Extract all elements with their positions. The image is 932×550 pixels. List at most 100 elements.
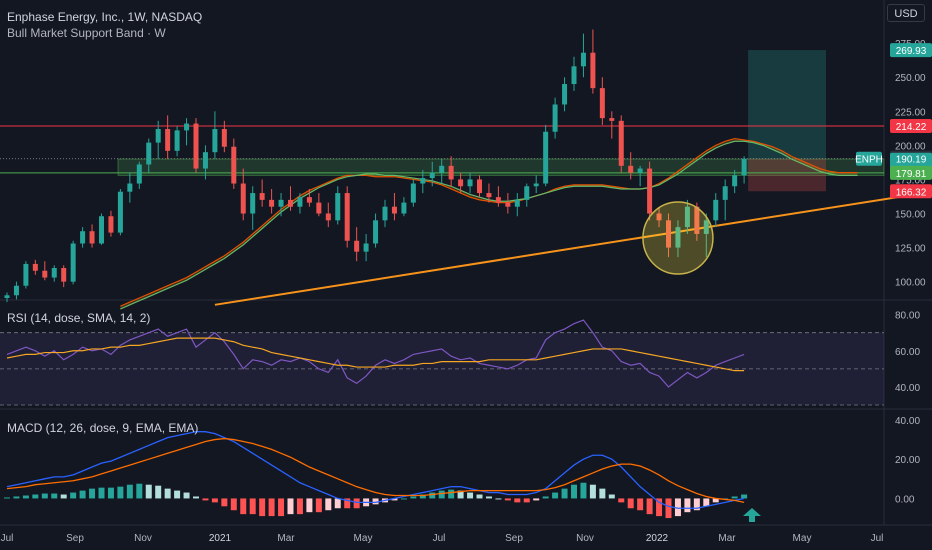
macd-histogram-bar — [259, 498, 266, 517]
candle-body — [61, 268, 67, 282]
candle-body — [23, 263, 29, 286]
macd-histogram-bar — [315, 498, 322, 513]
rsi-tick-label: 40.00 — [895, 383, 920, 394]
macd-histogram-bar — [268, 498, 275, 517]
candle-body — [486, 193, 492, 198]
candle-body — [495, 197, 501, 203]
macd-histogram-bar — [741, 494, 748, 499]
macd-histogram-bar — [608, 494, 615, 499]
macd-histogram-bar — [467, 492, 474, 499]
candle-body — [628, 165, 634, 173]
target-zone — [748, 50, 826, 159]
macd-histogram-bar — [79, 490, 86, 499]
candle-body — [117, 191, 123, 233]
candle-body — [354, 240, 360, 252]
time-tick-label: 2021 — [209, 533, 232, 544]
macd-histogram-bar — [495, 498, 502, 500]
time-tick-label: Mar — [277, 533, 295, 544]
candle-body — [609, 118, 615, 121]
price-tick-label: 250.00 — [895, 73, 926, 84]
macd-histogram-bar — [164, 488, 171, 499]
currency-button[interactable]: USD — [887, 4, 925, 22]
candle-body — [722, 186, 728, 200]
macd-histogram-bar — [656, 498, 663, 517]
candle-body — [552, 104, 558, 132]
candle-body — [193, 123, 199, 169]
rsi-label: RSI (14, dose, SMA, 14, 2) — [7, 311, 151, 325]
support-price-label-bg — [890, 165, 932, 180]
candle-body — [666, 220, 671, 248]
candle-body — [99, 216, 104, 244]
time-tick-label: 2022 — [646, 533, 669, 544]
ticker-tag-bg — [856, 151, 882, 166]
macd-histogram-bar — [51, 493, 58, 499]
macd-histogram-bar — [637, 498, 644, 511]
target-price-label: 269.93 — [896, 46, 927, 57]
macd-histogram-bar — [561, 488, 568, 499]
macd-signal-line — [6, 437, 745, 504]
candle-body — [70, 243, 76, 282]
candle-body — [410, 183, 416, 203]
candle-body — [703, 220, 709, 234]
macd-histogram-bar — [98, 487, 105, 499]
candle-body — [713, 199, 719, 221]
macd-histogram-bar — [60, 494, 67, 499]
macd-histogram-bar — [325, 498, 332, 511]
macd-histogram-bar — [230, 498, 237, 511]
time-tick-label: Nov — [576, 533, 594, 544]
candle-body — [335, 193, 341, 221]
price-tick-label: 125.00 — [895, 244, 926, 255]
time-tick-label: Mar — [718, 533, 736, 544]
macd-histogram-bar — [32, 494, 39, 499]
macd-histogram-bar — [618, 498, 625, 503]
macd-histogram-bar — [240, 498, 247, 515]
candle-body — [599, 88, 605, 119]
macd-line — [6, 431, 745, 509]
macd-histogram-bar — [438, 490, 445, 499]
stop-price-label-bg — [890, 184, 932, 199]
macd-histogram-bar — [504, 498, 511, 501]
macd-histogram-bar — [485, 496, 492, 499]
macd-histogram-bar — [693, 498, 700, 511]
candle-body — [694, 206, 700, 234]
candle-body — [637, 168, 643, 173]
macd-histogram-bar — [646, 498, 653, 515]
candle-body — [477, 179, 482, 194]
candle-body — [590, 52, 596, 89]
candle-body — [741, 158, 747, 176]
macd-histogram-bar — [665, 498, 672, 519]
candle-body — [127, 183, 133, 192]
candle-body — [505, 202, 511, 207]
candle-body — [297, 197, 303, 207]
candle-body — [202, 152, 208, 169]
macd-histogram-bar — [107, 487, 114, 499]
candle-body — [80, 231, 86, 244]
candle-body — [136, 164, 142, 184]
macd-histogram-bar — [278, 498, 285, 517]
time-tick-label: May — [354, 533, 373, 544]
macd-histogram-bar — [391, 498, 398, 501]
resistance-price-label: 214.22 — [896, 122, 927, 133]
macd-histogram-bar — [344, 498, 351, 509]
price-tick-label: 150.00 — [895, 210, 926, 221]
macd-histogram-bar — [514, 498, 521, 503]
price-tick-label: 225.00 — [895, 107, 926, 118]
chart-title: Enphase Energy, Inc., 1W, NASDAQ — [7, 10, 203, 24]
indicator-label: Bull Market Support Band · W — [7, 26, 166, 40]
macd-histogram-bar — [334, 498, 341, 509]
macd-histogram-bar — [523, 498, 530, 503]
macd-tick-label: 0.00 — [895, 494, 915, 505]
price-tick-label: 175.00 — [895, 175, 926, 186]
time-tick-label: Jul — [871, 533, 884, 544]
candle-body — [32, 263, 38, 271]
time-tick-label: Jul — [1, 533, 14, 544]
candle-body — [458, 179, 464, 187]
candle-body — [51, 268, 57, 278]
ticker-tag-label: ENPH — [855, 155, 883, 166]
macd-histogram-bar — [211, 498, 218, 503]
price-tick-label: 100.00 — [895, 278, 926, 289]
macd-label: MACD (12, 26, dose, 9, EMA, EMA) — [7, 421, 199, 435]
candle-body — [288, 199, 293, 207]
